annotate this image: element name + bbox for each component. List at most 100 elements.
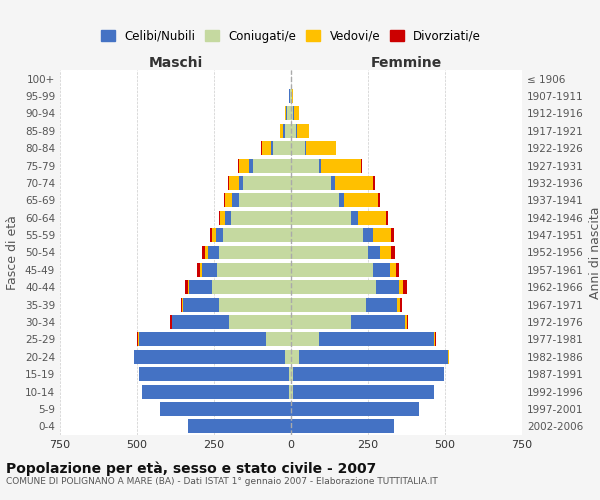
Bar [448,350,449,364]
Bar [289,384,291,398]
Bar [335,176,373,190]
Text: Femmine: Femmine [371,56,442,70]
Bar [238,158,239,172]
Bar [397,298,400,312]
Bar [225,211,231,224]
Bar [291,263,373,277]
Bar [293,106,295,120]
Bar [389,263,396,277]
Bar [291,384,293,398]
Bar [396,263,400,277]
Y-axis label: Anni di nascita: Anni di nascita [589,206,600,298]
Bar [291,158,319,172]
Bar [291,228,364,242]
Bar [378,194,380,207]
Y-axis label: Fasce di età: Fasce di età [7,215,19,290]
Bar [291,176,331,190]
Bar [218,246,291,260]
Bar [339,194,344,207]
Bar [293,384,434,398]
Bar [250,158,253,172]
Bar [160,402,291,416]
Bar [212,228,215,242]
Bar [205,246,208,260]
Bar [239,158,250,172]
Bar [200,263,202,277]
Bar [373,263,389,277]
Bar [368,246,380,260]
Bar [262,142,271,155]
Bar [190,280,212,294]
Bar [364,228,373,242]
Bar [183,298,218,312]
Bar [373,228,391,242]
Bar [295,106,299,120]
Bar [229,176,239,190]
Bar [185,280,188,294]
Bar [223,228,291,242]
Bar [188,280,190,294]
Bar [331,176,335,190]
Bar [285,124,291,138]
Bar [239,194,291,207]
Bar [361,158,362,172]
Bar [376,280,399,294]
Bar [321,158,361,172]
Bar [289,367,291,381]
Bar [253,158,291,172]
Bar [231,211,291,224]
Bar [202,246,205,260]
Bar [399,280,403,294]
Bar [188,420,291,434]
Text: COMUNE DI POLIGNANO A MARE (BA) - Dati ISTAT 1° gennaio 2007 - Elaborazione TUTT: COMUNE DI POLIGNANO A MARE (BA) - Dati I… [6,477,438,486]
Bar [291,89,292,103]
Bar [291,124,296,138]
Bar [386,211,388,224]
Legend: Celibi/Nubili, Coniugati/e, Vedovi/e, Divorziati/e: Celibi/Nubili, Coniugati/e, Vedovi/e, Di… [96,25,486,47]
Text: Maschi: Maschi [148,56,203,70]
Bar [391,228,394,242]
Bar [142,384,289,398]
Bar [134,350,285,364]
Bar [380,246,391,260]
Bar [290,89,291,103]
Bar [405,315,407,329]
Bar [181,298,182,312]
Bar [291,315,351,329]
Bar [305,142,307,155]
Bar [286,106,287,120]
Bar [271,142,272,155]
Bar [335,142,336,155]
Bar [293,367,445,381]
Bar [291,420,394,434]
Bar [137,332,138,346]
Bar [239,176,243,190]
Bar [435,332,436,346]
Bar [139,332,266,346]
Bar [434,332,435,346]
Bar [358,211,386,224]
Bar [266,332,291,346]
Bar [261,142,262,155]
Bar [232,194,239,207]
Bar [217,263,291,277]
Bar [224,194,225,207]
Bar [403,280,407,294]
Bar [280,124,283,138]
Bar [296,124,297,138]
Bar [291,280,376,294]
Bar [272,142,291,155]
Bar [344,194,378,207]
Bar [284,106,286,120]
Bar [291,332,319,346]
Bar [210,228,212,242]
Bar [391,246,395,260]
Bar [292,89,293,103]
Bar [291,350,299,364]
Bar [297,124,310,138]
Bar [291,298,367,312]
Bar [291,367,293,381]
Bar [400,298,402,312]
Bar [367,298,397,312]
Bar [215,228,223,242]
